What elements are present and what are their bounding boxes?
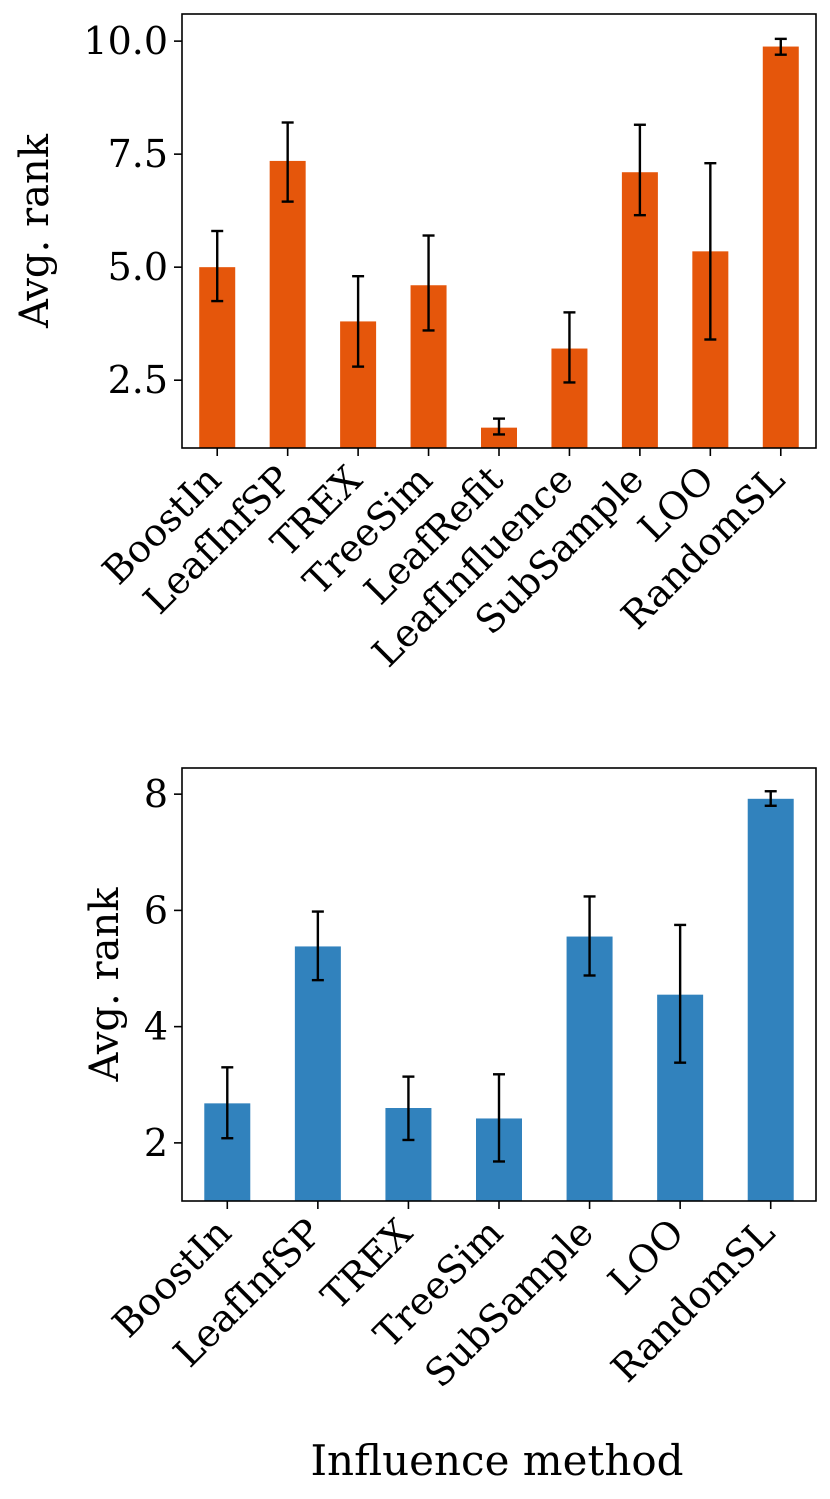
chart-top-x-ticks: BoostInLeafInfSPTREXTreeSimLeafRefitLeaf… <box>94 448 793 675</box>
chart-bottom-bars <box>204 798 794 1201</box>
chart-bottom: 2 4 6 8 BoostInLeafInfSPTREXTreeSimSubSampl… <box>82 767 817 1485</box>
bar-LeafInfSP <box>269 160 306 449</box>
chart-top: 2.5 5.0 7.5 10.0 BoostInLeafInfSPTREXTreeSi… <box>12 13 817 675</box>
bar-SubSample <box>566 936 613 1201</box>
chart-bottom-frame <box>181 767 817 1202</box>
y-tick-label: 6 <box>144 888 168 932</box>
y-tick-label: 10.0 <box>83 19 168 63</box>
chart-bottom-error-bars <box>221 790 777 1163</box>
chart-bottom-y-ticks: 2 4 6 8 <box>144 772 182 1165</box>
bar-SubSample <box>621 172 658 448</box>
y-tick-label: 2.5 <box>108 358 168 402</box>
bar-LeafInfSP <box>294 946 341 1201</box>
chart-bottom-y-axis-label: Avg. rank <box>82 887 128 1083</box>
chart-top-y-ticks: 2.5 5.0 7.5 10.0 <box>83 19 182 402</box>
chart-top-frame <box>181 13 817 449</box>
y-tick-label: 7.5 <box>108 132 168 176</box>
y-tick-label: 5.0 <box>108 245 168 289</box>
y-tick-label: 4 <box>144 1005 168 1049</box>
y-tick-label: 8 <box>144 772 168 816</box>
bar-RandomSL <box>747 798 794 1201</box>
chart-top-bars <box>199 46 799 449</box>
chart-top-y-axis-label: Avg. rank <box>12 133 58 329</box>
chart-bottom-x-ticks: BoostInLeafInfSPTREXTreeSimSubSampleLOOR… <box>104 1201 783 1396</box>
bar-RandomSL <box>762 46 799 449</box>
chart-top-error-bars <box>211 37 787 436</box>
bar-LeafRefit <box>481 427 517 448</box>
y-tick-label: 2 <box>144 1121 168 1165</box>
chart-bottom-x-axis-label: Influence method <box>310 1436 683 1485</box>
